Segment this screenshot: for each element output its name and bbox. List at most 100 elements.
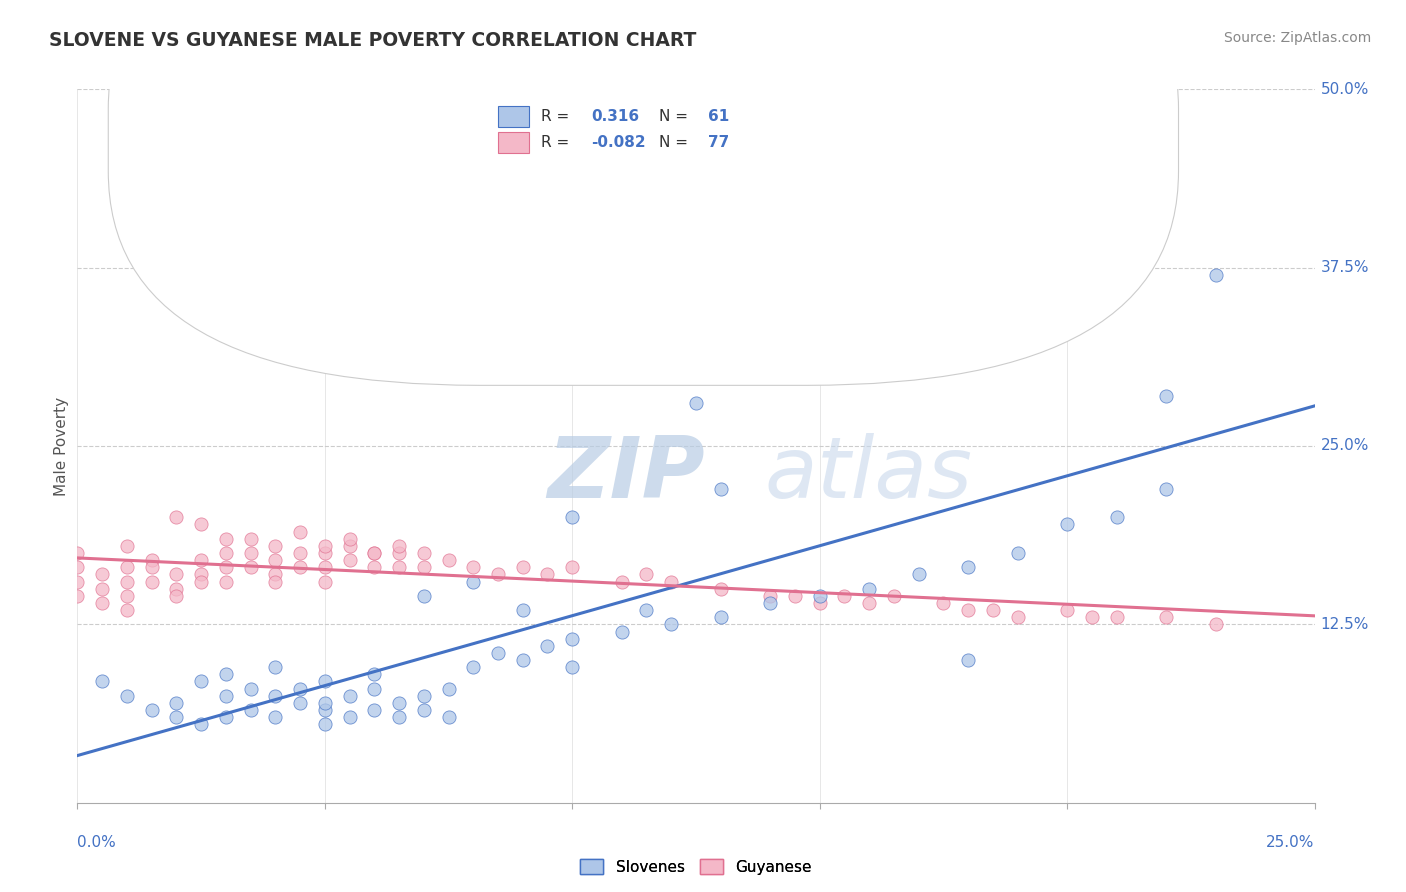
Legend: Slovenes, Guyanese: Slovenes, Guyanese [574,853,818,880]
Point [437,681,460,696]
Point [165,710,187,724]
Point [561,632,583,646]
Point [932,596,955,610]
Point [239,703,262,717]
Point [1007,546,1029,560]
Point [339,710,361,724]
Point [388,710,411,724]
Point [165,589,187,603]
Point [141,703,163,717]
Point [1056,603,1078,617]
Point [141,553,163,567]
Point [264,689,287,703]
Point [759,596,782,610]
Point [264,567,287,582]
Point [66,589,89,603]
Point [388,539,411,553]
Point [1154,482,1177,496]
Point [412,560,434,574]
Point [165,696,187,710]
Point [339,553,361,567]
Point [388,546,411,560]
Text: Source: ZipAtlas.com: Source: ZipAtlas.com [1223,31,1371,45]
Point [363,703,385,717]
Text: ZIP: ZIP [547,433,706,516]
Text: R =: R = [541,109,569,124]
Point [215,710,238,724]
Point [264,553,287,567]
Point [215,689,238,703]
Point [907,567,929,582]
Point [314,574,336,589]
Point [314,703,336,717]
Point [339,689,361,703]
Point [314,546,336,560]
Point [288,681,311,696]
Point [239,532,262,546]
Point [981,603,1004,617]
Point [115,539,138,553]
Point [1105,610,1128,624]
Point [215,574,238,589]
Text: SLOVENE VS GUYANESE MALE POVERTY CORRELATION CHART: SLOVENE VS GUYANESE MALE POVERTY CORRELA… [49,31,696,50]
Text: R =: R = [541,136,569,150]
Point [834,589,856,603]
Point [190,574,212,589]
Point [314,560,336,574]
Point [264,660,287,674]
Point [957,653,980,667]
Point [685,396,707,410]
Text: N =: N = [659,136,688,150]
Point [463,560,485,574]
Point [190,553,212,567]
Point [363,546,385,560]
Text: 0.316: 0.316 [591,109,638,124]
Point [1056,517,1078,532]
Point [1205,617,1227,632]
Point [486,567,509,582]
Point [115,603,138,617]
Point [536,639,558,653]
Point [239,560,262,574]
Point [858,596,880,610]
Point [388,696,411,710]
Point [610,574,633,589]
Point [561,660,583,674]
Point [659,617,682,632]
Point [115,589,138,603]
Point [264,710,287,724]
Point [1007,610,1029,624]
Bar [498,105,529,127]
Point [141,574,163,589]
Text: 0.0%: 0.0% [77,836,117,850]
Point [636,567,658,582]
Point [314,717,336,731]
Point [512,653,534,667]
Text: 37.5%: 37.5% [1320,260,1369,275]
Point [363,667,385,681]
Point [363,560,385,574]
Point [66,560,89,574]
Point [91,567,114,582]
Point [512,560,534,574]
Point [215,560,238,574]
Point [165,567,187,582]
Point [561,560,583,574]
Point [190,567,212,582]
Point [1154,389,1177,403]
Point [264,539,287,553]
Point [215,546,238,560]
Point [339,539,361,553]
Point [314,674,336,689]
Point [463,660,485,674]
Point [463,574,485,589]
Point [363,546,385,560]
Point [264,574,287,589]
Point [412,703,434,717]
Point [115,560,138,574]
Point [1154,610,1177,624]
Point [190,517,212,532]
Point [66,546,89,560]
Point [783,589,806,603]
Text: 25.0%: 25.0% [1267,836,1315,850]
